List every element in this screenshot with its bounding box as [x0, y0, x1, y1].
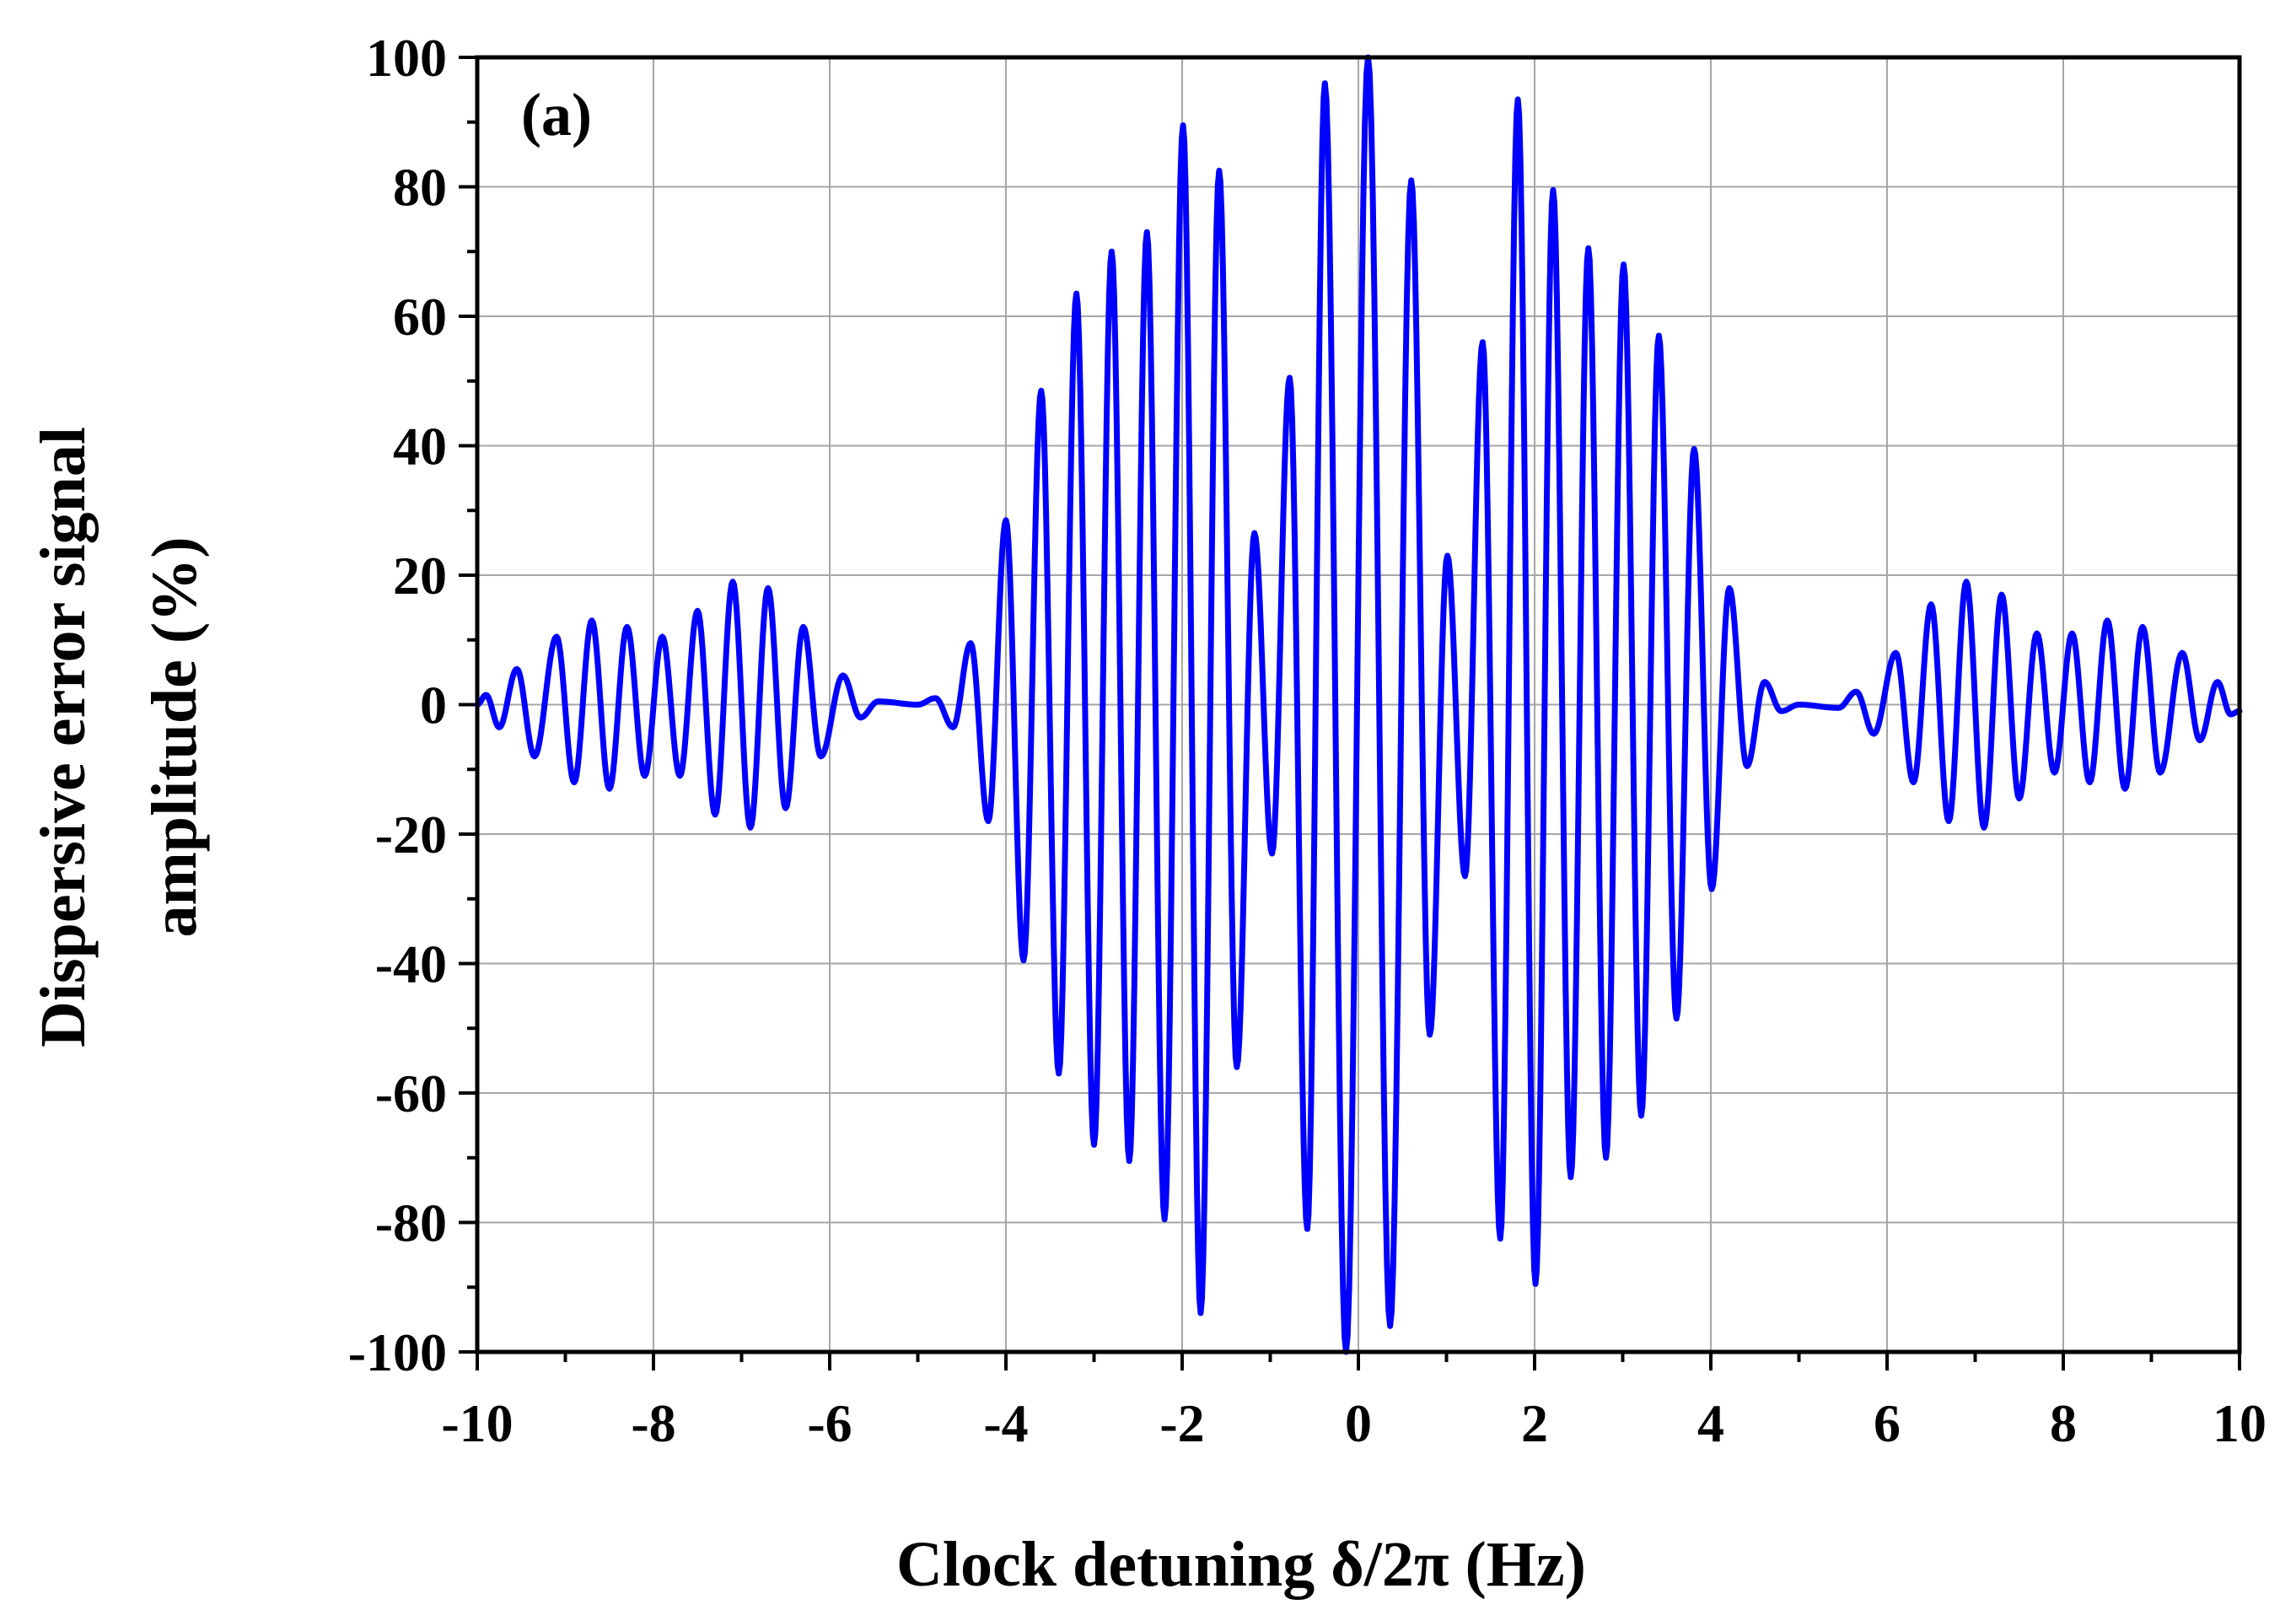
y-tick-label: 100: [366, 28, 447, 88]
x-tick-label: -4: [983, 1393, 1028, 1453]
x-tick-label: -2: [1159, 1393, 1204, 1453]
x-tick-label: -8: [631, 1393, 675, 1453]
y-tick-labels: -100 -80 -60 -40 -20 0 20 40 60 80 100: [348, 28, 447, 1382]
x-tick-label: 0: [1345, 1393, 1372, 1453]
x-axis-title: Clock detuning δ/2π (Hz): [896, 1529, 1586, 1600]
y-tick-label: 0: [420, 676, 447, 735]
y-tick-label: -20: [375, 805, 447, 864]
x-tick-label: 8: [2050, 1393, 2077, 1453]
panel-label: (a): [521, 81, 592, 148]
y-axis-title-line-2: amplitude (%): [139, 537, 210, 938]
y-tick-label: -40: [375, 934, 447, 994]
series-line-0: [474, 54, 2243, 1355]
y-tick-label: -60: [375, 1063, 447, 1123]
plot-frame: [475, 55, 2242, 1354]
x-tick-label: 10: [2213, 1393, 2266, 1453]
y-tick-label: 20: [393, 546, 447, 606]
x-tick-labels: -10 -8 -6 -4 -2 0 2 4 6 8 10: [441, 1393, 2266, 1453]
y-tick-label: -100: [348, 1322, 447, 1382]
y-axis-title-line-1: Dispersive error signal: [28, 427, 99, 1047]
series-layer: [474, 54, 2243, 1355]
y-tick-label: -80: [375, 1193, 447, 1253]
y-tick-label: 40: [393, 417, 447, 477]
x-tick-label: 4: [1697, 1393, 1724, 1453]
x-tick-label: 6: [1874, 1393, 1901, 1453]
y-tick-label: 60: [393, 287, 447, 347]
major-ticks: [459, 56, 2241, 1370]
x-tick-label: -10: [441, 1393, 513, 1453]
y-tick-label: 80: [393, 158, 447, 218]
x-tick-label: -6: [807, 1393, 852, 1453]
x-tick-label: 2: [1521, 1393, 1548, 1453]
